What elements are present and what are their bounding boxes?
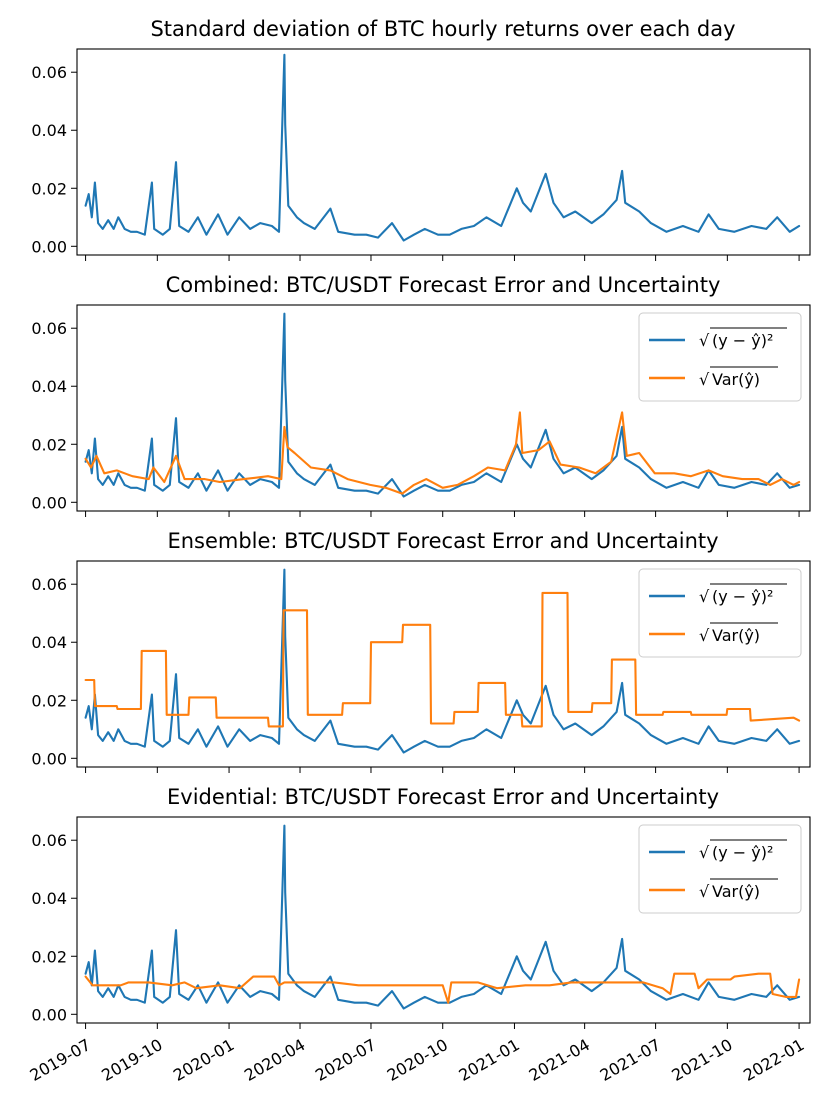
series-line — [84, 568, 801, 754]
series-line — [84, 411, 801, 495]
legend-prefix: √ — [699, 843, 710, 862]
x-tick-label: 2021-04 — [526, 1035, 593, 1085]
y-tick-label: 0.02 — [31, 179, 67, 198]
series-line — [84, 53, 801, 242]
x-tick-label: 2019-07 — [27, 1035, 94, 1085]
legend-label: (y − ŷ)² — [712, 843, 773, 862]
x-tick-label: 2020-07 — [312, 1035, 379, 1085]
x-tick-label: 2019-10 — [98, 1035, 165, 1085]
chart-title: Combined: BTC/USDT Forecast Error and Un… — [166, 273, 721, 297]
axes-frame — [76, 560, 811, 768]
x-tick-label: 2021-07 — [597, 1035, 664, 1085]
x-axis: 2019-07 2019-10 2020-01 2020-04 2020-07 2020-… — [27, 1023, 807, 1085]
y-tick-label: 0.02 — [31, 435, 67, 454]
plot-area — [84, 824, 801, 1010]
legend-label: (y − ŷ)² — [712, 331, 773, 350]
y-tick-label: 0.04 — [31, 633, 67, 652]
x-tick-label: 2020-04 — [241, 1035, 308, 1085]
y-axis: 0.00 0.02 0.04 0.06 — [31, 63, 77, 256]
series-line — [84, 824, 801, 1010]
chart-title: Standard deviation of BTC hourly returns… — [150, 17, 735, 41]
legend: √ (y − ŷ)² √ Var(ŷ) — [638, 568, 802, 658]
y-axis: 0.00 0.02 0.04 0.06 — [31, 831, 77, 1024]
chart-title: Ensemble: BTC/USDT Forecast Error and Un… — [167, 529, 718, 553]
series-line — [84, 591, 801, 728]
axes-frame — [76, 304, 811, 512]
legend-label: Var(ŷ) — [712, 370, 760, 389]
plot-area — [84, 312, 801, 498]
x-tick-label: 2020-10 — [384, 1035, 451, 1085]
x-axis — [85, 255, 800, 261]
y-tick-label: 0.00 — [31, 237, 67, 256]
plot-area — [84, 53, 801, 242]
x-tick-label: 2020-01 — [170, 1035, 237, 1085]
axes-frame — [76, 816, 811, 1024]
plot-area — [84, 568, 801, 754]
x-tick-label: 2021-10 — [668, 1035, 735, 1085]
y-tick-label: 0.04 — [31, 377, 67, 396]
series-line — [84, 312, 801, 498]
axes-frame — [76, 48, 811, 256]
legend-label: (y − ŷ)² — [712, 587, 773, 606]
y-tick-label: 0.06 — [31, 63, 67, 82]
chart-title: Evidential: BTC/USDT Forecast Error and … — [167, 785, 719, 809]
y-tick-label: 0.00 — [31, 1005, 67, 1024]
x-axis — [85, 767, 800, 773]
legend-prefix: √ — [699, 331, 710, 350]
y-tick-label: 0.04 — [31, 889, 67, 908]
y-tick-label: 0.06 — [31, 575, 67, 594]
legend-prefix: √ — [699, 587, 710, 606]
panel-ensemble: Ensemble: BTC/USDT Forecast Error and Un… — [31, 529, 811, 773]
legend-label: Var(ŷ) — [712, 882, 760, 901]
legend: √ (y − ŷ)² √ Var(ŷ) — [638, 312, 802, 402]
y-tick-label: 0.06 — [31, 319, 67, 338]
panel-evidential: Evidential: BTC/USDT Forecast Error and … — [27, 785, 811, 1085]
y-tick-label: 0.00 — [31, 749, 67, 768]
y-tick-label: 0.02 — [31, 947, 67, 966]
x-tick-label: 2021-01 — [455, 1035, 522, 1085]
series-line — [84, 972, 801, 1004]
y-axis: 0.00 0.02 0.04 0.06 — [31, 319, 77, 512]
x-tick-label: 2022-01 — [740, 1035, 807, 1085]
legend: √ (y − ŷ)² √ Var(ŷ) — [638, 824, 802, 914]
legend-prefix: √ — [699, 370, 710, 389]
legend-label: Var(ŷ) — [712, 626, 760, 645]
panel-combined: Combined: BTC/USDT Forecast Error and Un… — [31, 273, 811, 517]
y-axis: 0.00 0.02 0.04 0.06 — [31, 575, 77, 768]
legend-prefix: √ — [699, 626, 710, 645]
y-tick-label: 0.06 — [31, 831, 67, 850]
y-tick-label: 0.04 — [31, 121, 67, 140]
legend-prefix: √ — [699, 882, 710, 901]
x-axis — [85, 511, 800, 517]
y-tick-label: 0.00 — [31, 493, 67, 512]
panel-std: Standard deviation of BTC hourly returns… — [31, 17, 811, 261]
y-tick-label: 0.02 — [31, 691, 67, 710]
